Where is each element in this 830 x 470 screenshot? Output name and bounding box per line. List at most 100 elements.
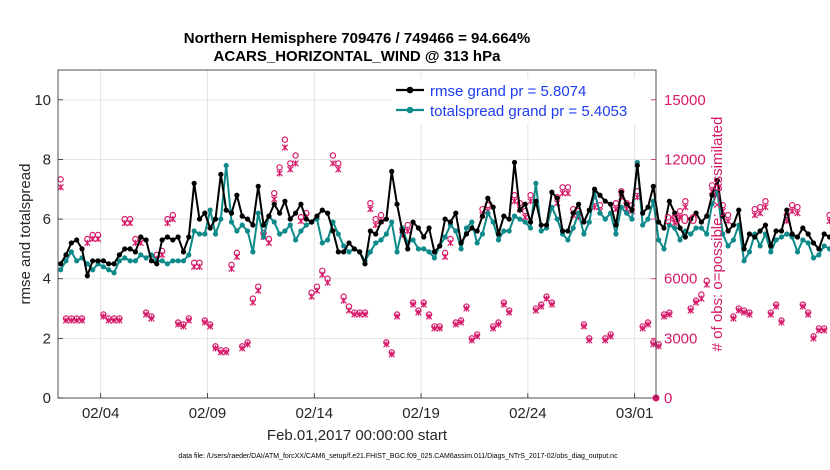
obs-assimilated-point: [222, 349, 230, 356]
y-tick-label-right: 0: [664, 390, 672, 407]
rmse-point: [175, 234, 181, 240]
obs-assimilated-point: [762, 203, 769, 211]
obs-assimilated-point: [73, 317, 80, 324]
x-tick-label: 03/01: [616, 405, 654, 422]
rmse-point: [202, 210, 208, 216]
obs-assimilated-point: [164, 219, 171, 227]
obs-assimilated-point: [372, 221, 379, 229]
obs-assimilated-point: [238, 345, 246, 352]
obs-assimilated-point: [265, 239, 273, 247]
totalspread-point: [378, 237, 384, 243]
rmse-point: [458, 240, 464, 246]
rmse-point: [618, 189, 624, 195]
rmse-point: [303, 216, 309, 222]
obs-assimilated-point: [756, 209, 764, 217]
rmse-point: [223, 207, 229, 213]
y-tick-label-right: 15000: [664, 92, 706, 109]
rmse-point: [228, 210, 235, 216]
obs-assimilated-point: [767, 311, 775, 318]
x-tick-label: 02/04: [82, 405, 120, 422]
obs-assimilated-point: [788, 207, 796, 215]
obs-assimilated-point: [281, 144, 289, 151]
totalspread-point: [768, 249, 774, 255]
rmse-point: [736, 207, 742, 213]
totalspread-point: [810, 255, 817, 261]
totalspread-point: [116, 258, 123, 264]
rmse-point: [501, 213, 507, 219]
totalspread-point: [90, 267, 96, 273]
totalspread-point: [672, 225, 678, 231]
totalspread-point: [453, 228, 459, 234]
legend: rmse grand pr = 5.8074 totalspread grand…: [391, 78, 651, 124]
obs-assimilated-point: [505, 309, 513, 316]
totalspread-point: [517, 216, 523, 222]
y-axis-label-left: rmse and totalspread: [17, 164, 34, 305]
totalspread-point: [463, 225, 470, 231]
rmse-point: [693, 210, 699, 216]
obs-assimilated-point: [751, 211, 759, 219]
totalspread-point: [511, 213, 518, 219]
rmse-point: [682, 234, 688, 240]
obs-possible-point: [367, 199, 374, 207]
rmse-point: [565, 228, 571, 234]
rmse-point: [309, 219, 315, 225]
rmse-point: [239, 213, 245, 219]
obs-assimilated-point: [217, 349, 225, 356]
totalspread-point: [746, 249, 753, 255]
rmse-point: [704, 213, 710, 219]
obs-possible-point: [329, 152, 337, 159]
totalspread-point: [458, 246, 464, 252]
rmse-point: [773, 228, 779, 234]
obs-possible-point: [724, 211, 732, 219]
obs-assimilated-point: [308, 293, 315, 300]
rmse-point: [100, 258, 106, 264]
rmse-point: [640, 210, 646, 216]
obs-assimilated-point: [212, 345, 219, 352]
obs-assimilated-point: [655, 343, 662, 350]
obs-assimilated-point: [116, 317, 123, 324]
totalspread-point: [143, 255, 149, 261]
y-tick-label-right: 6000: [664, 271, 697, 288]
obs-assimilated-point: [511, 197, 518, 205]
obs-assimilated-point: [639, 325, 646, 332]
rmse-point: [138, 234, 144, 240]
obs-assimilated-point: [564, 190, 572, 197]
legend-rmse-label: rmse grand pr = 5.8074: [430, 83, 586, 100]
obs-assimilated-point: [105, 317, 112, 324]
rmse-point: [399, 228, 405, 234]
totalspread-point: [325, 237, 331, 243]
rmse-point: [752, 234, 758, 240]
rmse-point: [186, 234, 192, 240]
obs-assimilated-point: [158, 251, 166, 259]
obs-assimilated-point: [692, 299, 700, 306]
obs-possible-point: [377, 211, 385, 219]
totalspread-point: [565, 237, 571, 243]
totalspread-point: [207, 207, 213, 213]
totalspread-point: [698, 225, 704, 231]
rmse-point: [63, 252, 69, 258]
obs-assimilated-point: [206, 323, 214, 330]
totalspread-point: [335, 231, 341, 237]
obs-assimilated-point: [148, 315, 155, 322]
obs-assimilated-point: [415, 309, 422, 316]
rmse-point: [645, 204, 651, 210]
axis-ticks: 02/04 02/09 02/14 02/19 02/24 03/01 0 2 4 6 8 10 0 30…: [34, 92, 705, 422]
totalspread-point: [202, 231, 208, 237]
rmse-point: [469, 225, 475, 231]
totalspread-point: [63, 258, 69, 264]
obs-assimilated-point: [190, 263, 198, 271]
totalspread-point: [127, 258, 133, 264]
obs-assimilated-point: [820, 327, 828, 334]
totalspread-point: [292, 237, 299, 243]
obs-assimilated-point: [586, 337, 593, 344]
y-tick-label-right: 3000: [664, 330, 697, 347]
footer-data-file: data file: /Users/raeder/DAI/ATM_forcXX/…: [178, 453, 618, 460]
obs-possible-point: [676, 207, 684, 215]
obs-assimilated-point: [313, 287, 321, 294]
totalspread-point: [522, 219, 528, 225]
totalspread-point: [677, 237, 683, 243]
legend-spread-marker: [406, 106, 414, 114]
rmse-point: [127, 246, 133, 252]
rmse-point: [821, 231, 827, 237]
totalspread-point: [538, 228, 544, 234]
